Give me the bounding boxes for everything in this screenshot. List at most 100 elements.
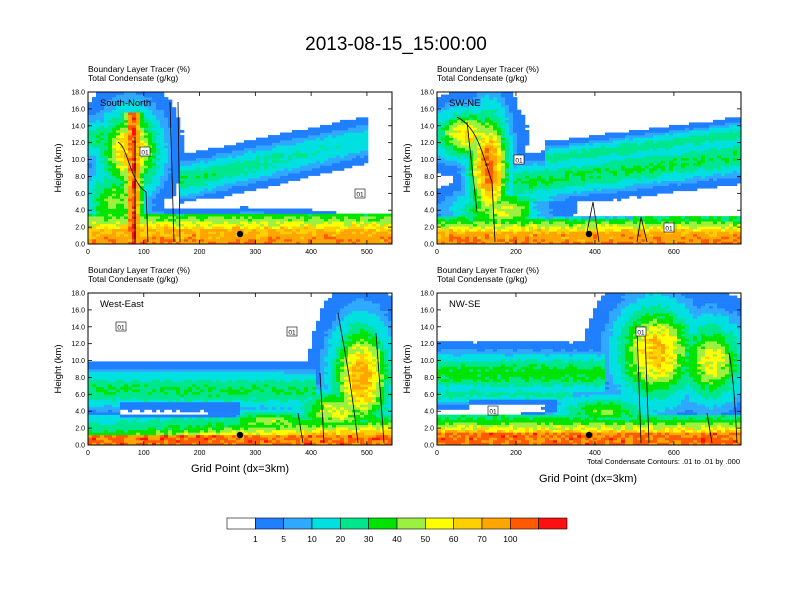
tracer-cell [449, 99, 454, 103]
tracer-cell [152, 157, 157, 161]
tracer-cell [336, 218, 341, 222]
tracer-cell [124, 117, 129, 121]
tracer-cell [585, 170, 590, 174]
tracer-cell [449, 102, 454, 105]
tracer-cell [260, 233, 265, 237]
tracer-cell [284, 132, 289, 136]
tracer-cell [364, 152, 369, 156]
tracer-cell [152, 198, 157, 202]
tracer-cell [453, 152, 458, 156]
tracer-cell [180, 173, 185, 176]
tracer-cell [465, 145, 470, 149]
tracer-cell [493, 127, 498, 131]
tracer-cell [200, 173, 205, 176]
tracer-cell [477, 178, 482, 181]
tracer-cell [517, 117, 522, 121]
tracer-cell [505, 114, 510, 118]
tracer-cell [108, 168, 113, 171]
tracer-cell [196, 178, 201, 181]
tracer-cell [240, 147, 245, 151]
tracer-cell [461, 114, 466, 118]
tracer-cell [116, 162, 121, 166]
tracer-cell [553, 226, 558, 230]
tracer-cell [124, 195, 129, 199]
tracer-cell [581, 193, 586, 197]
tracer-cell [465, 241, 470, 245]
tracer-cell [244, 218, 249, 222]
tracer-cell [513, 124, 518, 128]
tracer-cell [148, 183, 153, 187]
tracer-cell [304, 241, 309, 245]
tracer-cell [501, 104, 506, 108]
tracer-cell [529, 170, 534, 174]
tracer-cell [497, 185, 502, 189]
tracer-cell [457, 241, 462, 245]
tracer-cell [140, 213, 145, 217]
tracer-cell [172, 152, 177, 156]
tracer-cell [485, 211, 490, 214]
tracer-cell [505, 102, 510, 105]
tracer-cell [280, 145, 285, 149]
tracer-cell [156, 122, 161, 126]
tracer-cell [573, 233, 578, 237]
tracer-cell [525, 130, 530, 133]
tracer-cell [465, 188, 470, 192]
tracer-cell [457, 102, 462, 105]
tracer-cell [348, 216, 353, 219]
tracer-cell [100, 145, 105, 149]
tracer-cell [376, 228, 381, 232]
tracer-cell [340, 231, 345, 235]
tracer-cell [549, 157, 554, 161]
tracer-cell [176, 226, 181, 230]
tracer-cell [465, 195, 470, 199]
tracer-cell [108, 213, 113, 217]
tracer-cell [360, 238, 365, 242]
tracer-cell [585, 190, 590, 194]
tracer-cell [521, 200, 526, 204]
tracer-cell [280, 208, 285, 212]
tracer-cell [529, 228, 534, 232]
tracer-cell [112, 178, 117, 181]
tracer-cell [108, 195, 113, 199]
tracer-cell [200, 231, 205, 235]
tracer-cell [513, 109, 518, 113]
tracer-cell [244, 211, 249, 214]
tracer-cell [124, 190, 129, 194]
tracer-cell [477, 218, 482, 222]
tracer-cell [96, 94, 101, 98]
tracer-cell [505, 200, 510, 204]
tracer-cell [172, 216, 177, 219]
tracer-cell [292, 223, 297, 227]
tracer-cell [565, 142, 570, 146]
tracer-cell [445, 157, 450, 161]
tracer-cell [316, 162, 321, 166]
tracer-cell [300, 213, 305, 217]
tracer-cell [541, 228, 546, 232]
tracer-cell [453, 104, 458, 108]
tracer-cell [260, 178, 265, 181]
tracer-cell [160, 155, 165, 159]
tracer-cell [481, 109, 486, 113]
tracer-cell [156, 162, 161, 166]
tracer-cell [104, 162, 109, 166]
tracer-cell [332, 218, 337, 222]
tracer-cell [465, 97, 470, 100]
tracer-cell [220, 147, 225, 151]
tracer-cell [140, 216, 145, 219]
tracer-cell [445, 223, 450, 227]
tracer-cell [296, 236, 301, 240]
tracer-cell [136, 127, 141, 131]
tracer-cell [180, 147, 185, 151]
tracer-cell [505, 198, 510, 202]
tracer-cell [312, 137, 317, 141]
tracer-cell [513, 173, 518, 176]
tracer-cell [188, 198, 193, 202]
tracer-cell [589, 188, 594, 192]
tracer-cell [493, 193, 498, 197]
tracer-cell [533, 198, 538, 202]
tracer-cell [481, 208, 486, 212]
tracer-cell [485, 150, 490, 154]
tracer-cell [200, 170, 205, 174]
tracer-cell [100, 178, 105, 181]
tracer-cell [513, 183, 518, 187]
